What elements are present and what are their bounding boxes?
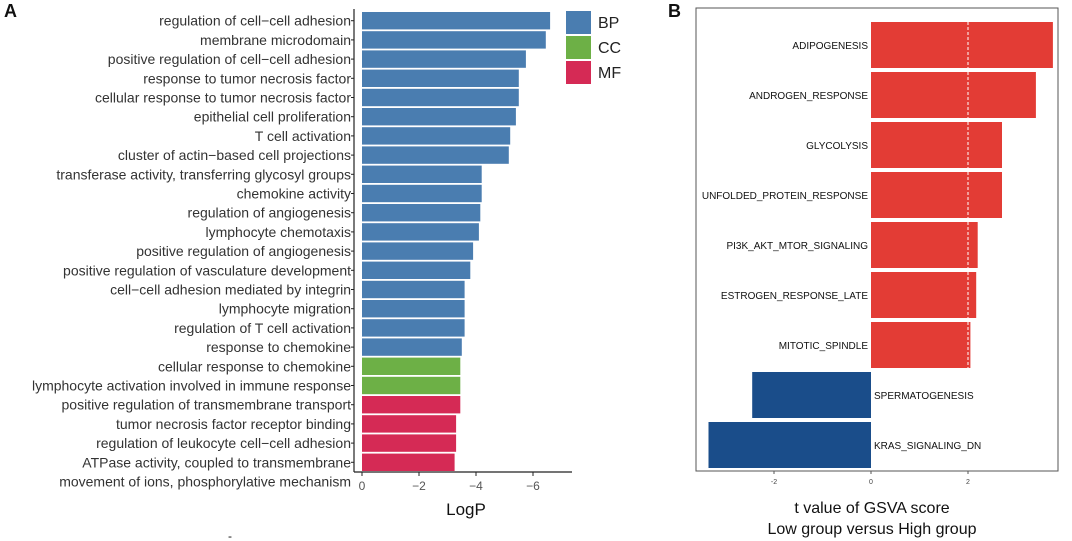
panel-a-category-label: regulation of T cell activation <box>174 320 351 336</box>
panel-b-x-axis-title-line2: Low group versus High group <box>767 521 976 538</box>
panel-a-category-label: positive regulation of transmembrane tra… <box>62 397 352 413</box>
panel-a-category-label: regulation of leukocyte cell−cell adhesi… <box>96 435 351 451</box>
legend-label-cc: CC <box>598 40 621 57</box>
panel-b-x-tick-label: -2 <box>771 479 777 486</box>
panel-b-bar <box>871 222 978 268</box>
panel-a: A regulation of cell−cell adhesion membra… <box>4 1 621 519</box>
panel-b-category-label: ESTROGEN_RESPONSE_LATE <box>721 291 868 302</box>
legend-label-bp: BP <box>598 15 619 32</box>
panel-a-category-label: positive regulation of angiogenesis <box>136 243 351 259</box>
panel-a-bar <box>362 376 461 395</box>
panel-b-bar <box>871 172 1002 218</box>
panel-b-bar <box>871 72 1036 118</box>
panel-a-bar <box>362 453 455 471</box>
panel-a-category-label: cellular response to tumor necrosis fact… <box>95 90 351 106</box>
panel-a-bar <box>362 242 474 260</box>
panel-b-bar <box>752 372 871 418</box>
panel-a-category-label: regulation of cell−cell adhesion <box>159 13 351 29</box>
panel-a-bar <box>362 184 482 203</box>
panel-a-bars <box>362 12 551 471</box>
panel-a-bar <box>362 204 481 222</box>
panel-a-category-label: positive regulation of cell−cell adhesio… <box>108 51 351 67</box>
panel-a-bar <box>362 319 465 337</box>
panel-b-category-labels: ADIPOGENESIS ANDROGEN_RESPONSE GLYCOLYSIS U… <box>702 41 981 452</box>
panel-a-category-labels: regulation of cell−cell adhesion membrane… <box>32 13 354 489</box>
panel-a-x-axis-title: LogP <box>446 500 486 519</box>
panel-b-label: B <box>668 1 681 21</box>
panel-a-bar <box>362 69 519 87</box>
panel-a-bar <box>362 127 511 145</box>
panel-a-label: A <box>4 1 17 21</box>
panel-b-bar <box>871 322 971 368</box>
panel-a-bar <box>362 146 509 164</box>
legend-swatch-mf <box>566 61 591 84</box>
panel-a-legend: BP CC MF <box>566 11 621 84</box>
panel-a-category-label: lymphocyte activation involved in immune… <box>32 378 351 394</box>
legend-label-mf: MF <box>598 65 621 82</box>
panel-a-category-label: cluster of actin−based cell projections <box>118 147 351 163</box>
panel-a-category-label: membrane microdomain <box>200 32 351 48</box>
panel-b-x-ticks: -2 0 2 <box>771 471 970 486</box>
panel-a-bar <box>362 261 471 279</box>
panel-b-bar <box>871 22 1053 68</box>
panel-a-category-label: cell−cell adhesion mediated by integrin <box>110 282 351 298</box>
panel-a-x-tick-label: 0 <box>359 479 366 493</box>
panel-a-bar <box>362 165 482 183</box>
panel-a-bar <box>362 50 526 68</box>
panel-b-category-label: GLYCOLYSIS <box>806 141 868 152</box>
panel-a-bar <box>362 108 516 126</box>
panel-b-x-tick-label: 0 <box>869 479 873 486</box>
panel-a-category-label: transferase activity, transferring glyco… <box>56 166 351 182</box>
panel-a-bar <box>362 300 465 318</box>
panel-a-category-label: regulation of angiogenesis <box>188 205 351 221</box>
panel-a-category-label: ATPase activity, coupled to transmembran… <box>82 454 351 470</box>
panel-a-category-label: response to tumor necrosis factor <box>143 70 351 86</box>
panel-b-x-axis-title-line1: t value of GSVA score <box>794 500 949 517</box>
panel-b: B ADIPOGENESIS ANDROGEN_RESPONSE GLYCOLYSI… <box>668 1 1059 538</box>
panel-b-category-label: MITOTIC_SPINDLE <box>779 341 869 352</box>
panel-a-bar <box>362 434 457 452</box>
panel-b-bar <box>871 122 1002 168</box>
panel-a-bar <box>362 31 546 49</box>
panel-a-category-label: chemokine activity <box>237 186 351 202</box>
panel-b-category-label: ADIPOGENESIS <box>792 41 868 52</box>
panel-a-category-label: lymphocyte migration <box>219 301 351 317</box>
panel-a-category-label: epithelial cell proliferation <box>194 109 351 125</box>
panel-a-category-label: lymphocyte chemotaxis <box>205 224 351 240</box>
panel-a-bar <box>362 280 465 299</box>
panel-b-category-label: UNFOLDED_PROTEIN_RESPONSE <box>702 191 868 202</box>
panel-a-bar <box>362 223 479 241</box>
panel-a-category-label-continuation: movement of ions, phosphorylative mechan… <box>59 473 351 489</box>
panel-a-bar <box>362 396 461 414</box>
panel-b-x-tick-label: 2 <box>966 479 970 486</box>
panel-a-x-tick-label: −6 <box>526 479 540 493</box>
panel-b-category-label: ANDROGEN_RESPONSE <box>749 91 868 102</box>
panel-a-category-label: T cell activation <box>255 128 351 144</box>
panel-a-bar <box>362 415 457 433</box>
panel-a-category-label: cellular response to chemokine <box>158 358 351 374</box>
panel-a-category-label: positive regulation of vasculature devel… <box>63 262 351 278</box>
panel-a-x-ticks: 0 −2 −4 −6 <box>359 472 540 493</box>
panel-b-category-label: PI3K_AKT_MTOR_SIGNALING <box>726 241 868 252</box>
panel-b-category-label: SPERMATOGENESIS <box>874 391 974 402</box>
panel-a-bar <box>362 88 519 107</box>
panel-b-bar <box>871 272 977 318</box>
panel-b-bar <box>708 422 871 468</box>
panel-a-x-tick-label: −4 <box>469 479 483 493</box>
footer-mark: - <box>228 529 232 541</box>
panel-b-category-label: KRAS_SIGNALING_DN <box>874 441 981 452</box>
panel-a-x-tick-label: −2 <box>412 479 426 493</box>
panel-a-bar <box>362 12 551 30</box>
panel-b-bars <box>708 22 1053 468</box>
panel-a-bar <box>362 357 461 375</box>
panel-a-category-label: response to chemokine <box>206 339 351 355</box>
legend-swatch-bp <box>566 11 591 34</box>
panel-a-category-label: tumor necrosis factor receptor binding <box>116 416 351 432</box>
panel-a-bar <box>362 338 462 356</box>
legend-swatch-cc <box>566 36 591 59</box>
